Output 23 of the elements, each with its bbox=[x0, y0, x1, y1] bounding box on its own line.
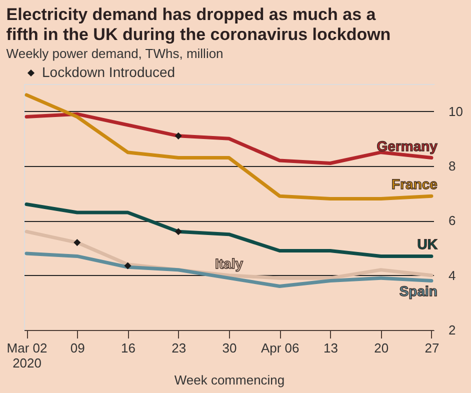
y-tick-label: 8 bbox=[448, 158, 456, 174]
x-tick-label: Mar 02 2020 bbox=[6, 340, 48, 370]
series-label: UK bbox=[417, 236, 438, 252]
x-axis-title: Week commencing bbox=[174, 372, 285, 388]
series-label: Italy bbox=[214, 255, 244, 272]
x-tick-label: 27 bbox=[424, 340, 440, 356]
series-label: Germany bbox=[376, 138, 438, 154]
x-tick-label: Apr 06 bbox=[260, 340, 300, 356]
x-tick-label: 23 bbox=[172, 340, 186, 356]
x-tick-label: 09 bbox=[70, 340, 85, 356]
x-tick-label: 16 bbox=[121, 340, 136, 356]
y-tick-label: 2 bbox=[448, 322, 456, 338]
x-tick-label: 30 bbox=[222, 340, 237, 356]
y-tick-label: 10 bbox=[448, 104, 463, 119]
y-tick-label: 6 bbox=[448, 213, 456, 228]
series-label: Spain bbox=[399, 282, 438, 299]
series-label: France bbox=[392, 176, 438, 192]
chart-subtitle: Weekly power demand, TWhs, million bbox=[6, 46, 224, 61]
y-tick-label: 4 bbox=[448, 268, 456, 283]
x-tick-label: 13 bbox=[324, 340, 338, 356]
legend-label: Lockdown Introduced bbox=[42, 64, 176, 80]
x-tick-label: 20 bbox=[374, 340, 389, 356]
chart-title: Electricity demand has dropped as much as a fifth in the UK during the coronavirus lockdown bbox=[6, 5, 391, 44]
